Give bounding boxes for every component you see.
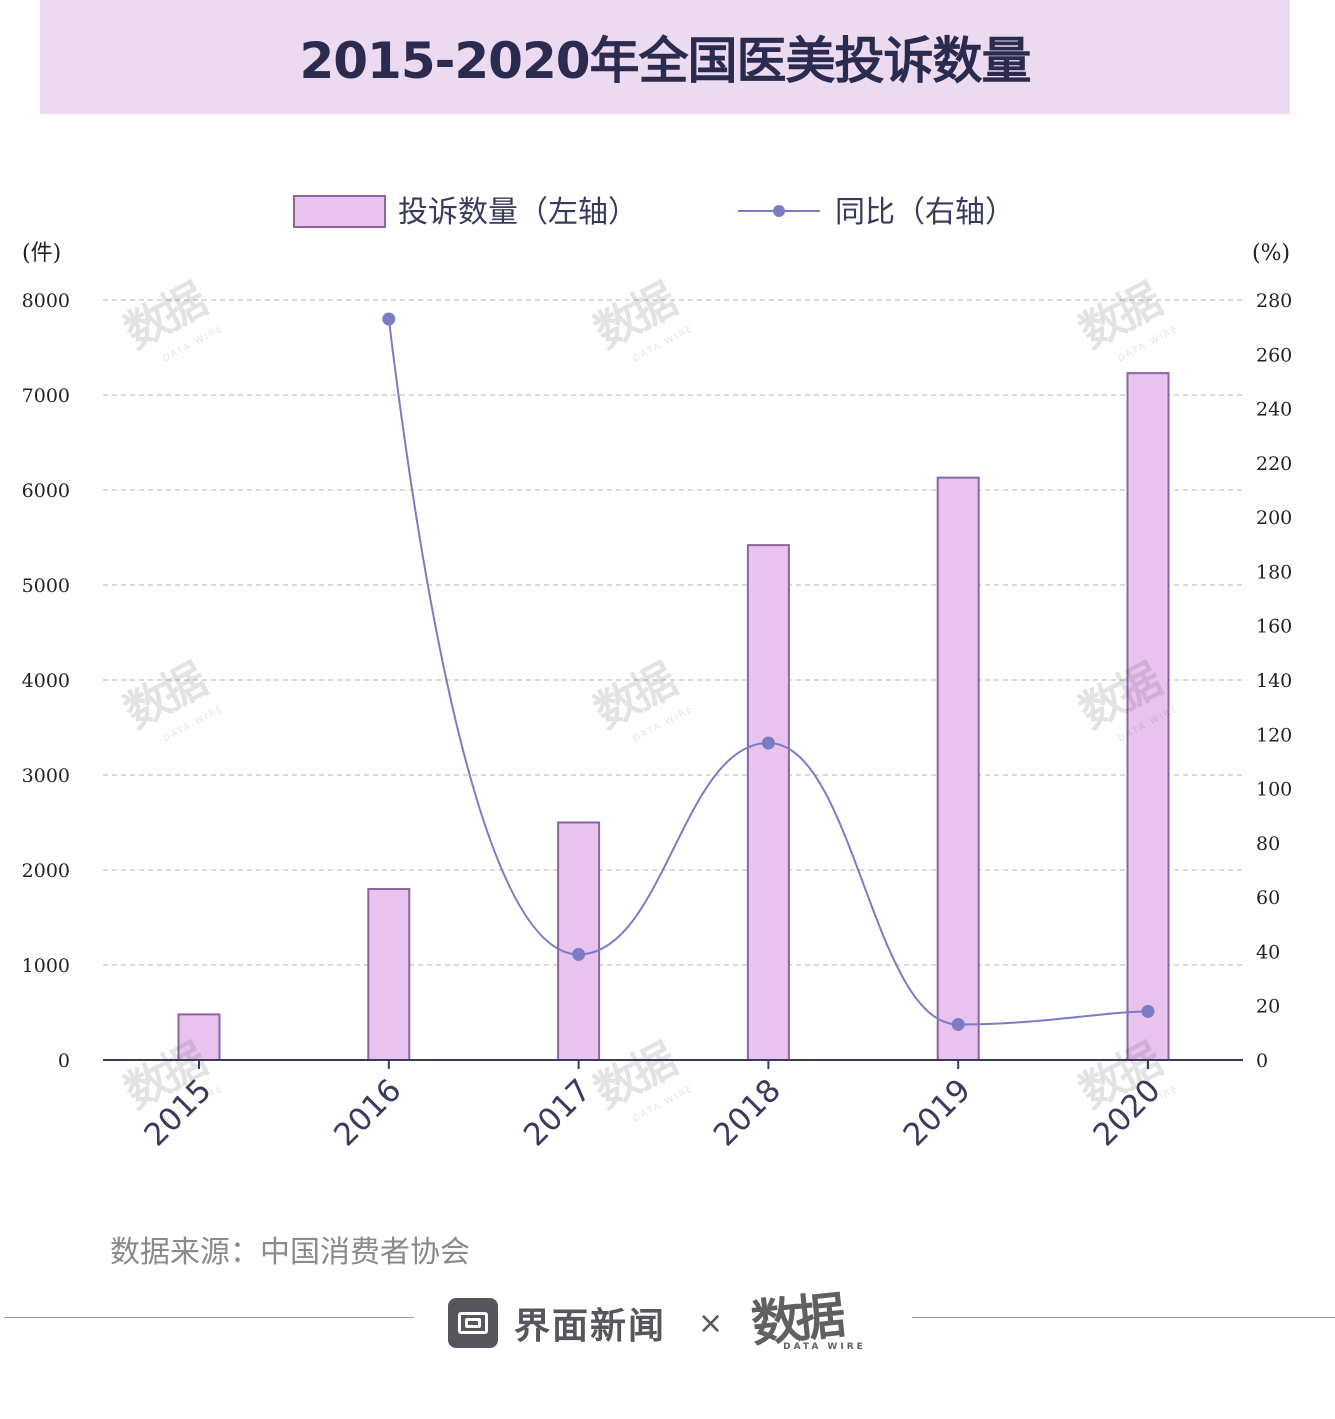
left-tick-label: 8000: [22, 290, 70, 312]
right-tick-label: 160: [1256, 616, 1292, 638]
yoy-point: [572, 947, 586, 961]
yoy-point: [951, 1017, 965, 1031]
yoy-line: [382, 312, 1155, 1031]
footer-divider-left: [4, 1317, 414, 1318]
right-tick-label: 220: [1256, 453, 1292, 475]
x-tick-label: 2017: [517, 1072, 598, 1153]
collab-times-sign: ×: [698, 1305, 724, 1341]
legend-line-label: 同比（右轴）: [835, 195, 1015, 230]
right-tick-label: 0: [1256, 1050, 1268, 1072]
x-tick-label: 2019: [897, 1072, 978, 1153]
legend: 投诉数量（左轴） 同比（右轴）: [293, 195, 1015, 230]
left-tick-label: 5000: [22, 575, 70, 597]
datawire-logo: 数据 DATA WIRE: [749, 1287, 881, 1358]
gridlines: [103, 299, 1243, 966]
datawire-logo-sub: DATA WIRE: [783, 1342, 866, 1352]
right-tick-label: 240: [1256, 399, 1292, 421]
right-axis-ticks: 0 20 40 60 80 100 120 140 160 180 200 220 240 260 280: [1256, 290, 1292, 1072]
right-tick-label: 200: [1256, 507, 1292, 529]
right-tick-label: 100: [1256, 779, 1292, 801]
legend-bar-label: 投诉数量（左轴）: [398, 195, 638, 230]
right-axis-unit: (%): [1252, 241, 1290, 266]
yoy-point: [761, 736, 775, 750]
bars: [177, 372, 1170, 1062]
left-tick-label: 1000: [22, 955, 70, 977]
combo-chart: 投诉数量（左轴） 同比（右轴） (件) (%) 0100020003000400…: [22, 195, 1292, 1153]
legend-bar-swatch: [293, 195, 386, 228]
bar: [177, 1013, 221, 1062]
chart-title: 2015-2020年全国医美投诉数量: [299, 32, 1031, 90]
jiemian-brand-label: 界面新闻: [514, 1306, 667, 1347]
footer-divider-right: [912, 1317, 1335, 1318]
right-tick-label: 80: [1256, 833, 1280, 855]
bar: [1126, 372, 1170, 1061]
bar: [746, 544, 790, 1061]
left-tick-label: 4000: [22, 670, 70, 692]
right-tick-label: 20: [1256, 996, 1280, 1018]
left-tick-label: 0: [58, 1050, 70, 1072]
x-tick-label: 2015: [137, 1072, 218, 1153]
right-tick-label: 120: [1256, 724, 1292, 746]
left-tick-label: 7000: [22, 385, 70, 407]
title-banner: 2015-2020年全国医美投诉数量: [40, 0, 1290, 114]
source-note: 数据来源：中国消费者协会: [110, 1235, 470, 1270]
legend-line-marker: [773, 205, 785, 217]
footer-brand: 界面新闻 × 数据 DATA WIRE: [448, 1287, 881, 1358]
jiemian-logo-icon: [448, 1298, 498, 1348]
right-tick-label: 280: [1256, 290, 1292, 312]
bar: [936, 476, 980, 1061]
bar: [367, 888, 411, 1061]
right-tick-label: 180: [1256, 561, 1292, 583]
left-tick-label: 2000: [22, 860, 70, 882]
left-axis-ticks: 0 1000 2000 3000 4000 5000 6000 7000 8000: [22, 290, 70, 1072]
x-tick-label: 2018: [707, 1072, 788, 1153]
left-tick-label: 6000: [22, 480, 70, 502]
yoy-point: [382, 312, 396, 326]
yoy-point: [1141, 1004, 1155, 1018]
bar: [557, 821, 601, 1061]
right-tick-label: 40: [1256, 941, 1280, 963]
x-tick-label: 2020: [1086, 1072, 1167, 1153]
x-tick-label: 2016: [327, 1072, 408, 1153]
right-tick-label: 140: [1256, 670, 1292, 692]
right-tick-label: 60: [1256, 887, 1280, 909]
left-axis-unit: (件): [22, 241, 61, 266]
left-tick-label: 3000: [22, 765, 70, 787]
x-axis-ticks: 2015 2016 2017 2018 2019 2020: [137, 1060, 1168, 1153]
right-tick-label: 260: [1256, 344, 1292, 366]
